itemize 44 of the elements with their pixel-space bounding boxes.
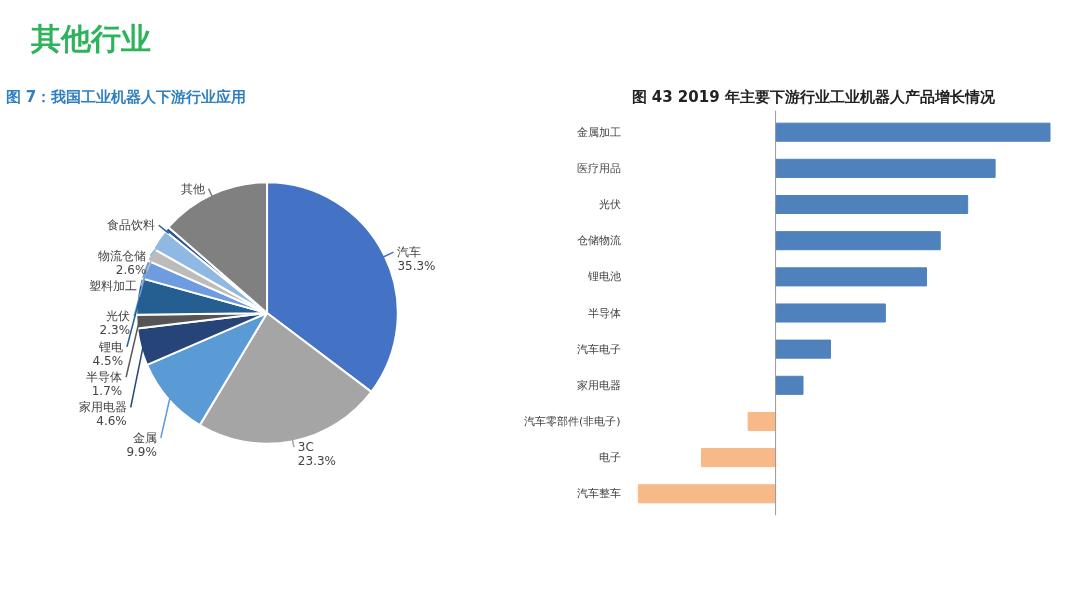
data-label: 2.3% [99,323,131,338]
bar [775,194,969,215]
y-tick-label: 锂电池 [586,270,621,284]
data-label: 23.3% [297,454,336,469]
y-tick-label: 汽车零部件(非电子) [523,414,621,428]
bar [775,339,831,359]
slice-label: 半导体 [86,370,123,385]
bar [775,267,928,287]
chart-title: 图 7：我国工业机器人下游行业应用 [5,87,247,106]
slice-label: 其他 [180,181,205,196]
slice-label: 塑料加工 [88,278,137,293]
text: 其他行业 [29,21,151,56]
slice-label: 光伏 [106,309,131,324]
bar [775,231,941,251]
y-tick-label: 汽车整车 [576,487,621,501]
bar [637,484,777,504]
y-tick-label: 汽车电子 [576,342,621,356]
y-tick-label: 医疗用品 [576,161,621,175]
data-label: 35.3% [397,259,436,274]
y-tick-label: 家用电器 [576,378,621,392]
data-label: 4.5% [92,353,124,368]
slice-label: 锂电 [98,339,124,354]
bar [775,303,886,323]
slice-label: 汽车 [397,245,422,260]
bar [775,158,996,178]
data-label: 9.9% [126,444,157,459]
slice-label: 家用电器 [78,400,127,415]
slice-label: 食品饮料 [106,218,155,233]
y-tick-label: 仓储物流 [576,234,621,248]
data-label: 1.7% [91,384,123,399]
bar [700,448,777,468]
bar [775,375,804,395]
bar [747,411,777,432]
slice-label: 物流仓储 [98,248,147,263]
y-tick-label: 金属加工 [576,125,621,139]
y-tick-label: 半导体 [587,306,621,320]
slice-label: 金属 [132,430,157,445]
y-tick-label: 电子 [598,451,621,465]
bar [775,122,1051,142]
chart-title: 图 43 2019 年主要下游行业工业机器人产品增长情况 [631,87,996,106]
slice-label: 3C [297,440,314,455]
data-label: 4.6% [96,414,127,429]
data-label: 2.6% [115,262,147,277]
y-tick-label: 光伏 [598,198,621,212]
